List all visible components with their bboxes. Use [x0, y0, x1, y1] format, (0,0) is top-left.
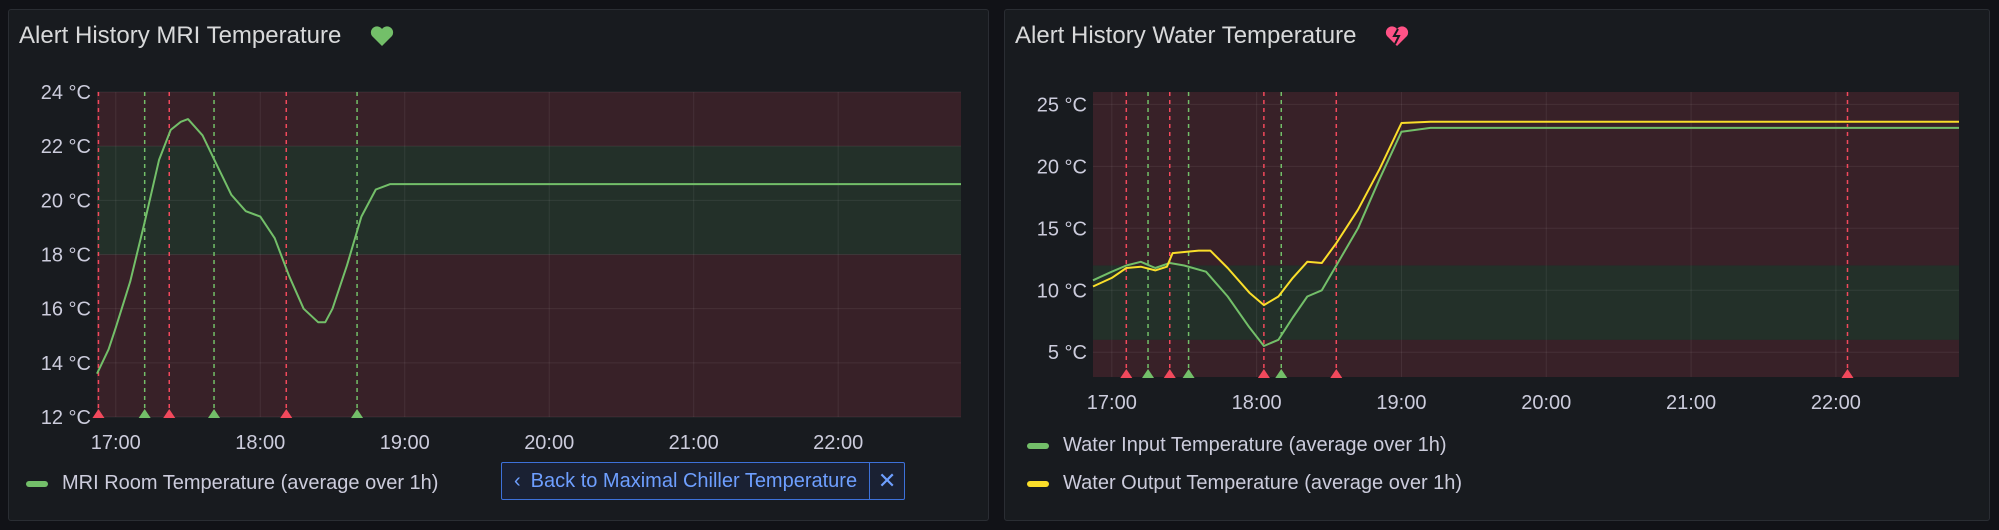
y-tick-label: 22 °C [41, 136, 91, 158]
x-tick-label: 22:00 [1811, 392, 1861, 414]
y-tick-label: 10 °C [1037, 280, 1087, 302]
alert-annotation-marker [1257, 369, 1270, 378]
panel-title[interactable]: Alert History MRI Temperature [19, 22, 395, 50]
legend-swatch [1027, 442, 1049, 449]
alert-annotation-marker [1142, 369, 1155, 378]
alert-annotation-marker [208, 409, 221, 418]
water-temperature-panel: Alert History Water Temperature 5 °C 10 °… [1004, 9, 1990, 521]
alert-annotation-marker [1275, 369, 1288, 378]
legend-swatch [26, 480, 48, 487]
y-tick-label: 18 °C [41, 245, 91, 267]
x-tick-label: 18:00 [235, 432, 285, 454]
alert-annotation-marker [351, 409, 364, 418]
x-tick-label: 19:00 [1376, 392, 1426, 414]
water-temperature-chart[interactable]: 5 °C 10 °C 15 °C 20 °C 25 °C 17:00 18:00 19:00 2… [1005, 10, 1991, 522]
panel-title-text: Alert History Water Temperature [1015, 22, 1357, 49]
x-tick-label: 17:00 [1087, 392, 1137, 414]
alert-annotation-marker [1841, 369, 1854, 378]
y-tick-label: 25 °C [1037, 94, 1087, 116]
close-icon[interactable]: ✕ [877, 468, 897, 493]
back-button-label: Back to Maximal Chiller Temperature [530, 469, 858, 492]
y-tick-label: 12 °C [41, 407, 91, 429]
alert-threshold-band [1093, 92, 1959, 266]
mri-temperature-panel: Alert History MRI Temperature 12 °C 14 °C… [8, 9, 989, 521]
series-line [1092, 126, 1959, 347]
y-tick-label: 16 °C [41, 299, 91, 321]
legend-item[interactable]: Water Output Temperature (average over 1… [1027, 472, 1462, 495]
legend-label: MRI Room Temperature (average over 1h) [62, 472, 439, 494]
back-navigation: ‹ Back to Maximal Chiller Temperature ✕ [501, 462, 906, 500]
series-line [96, 118, 961, 375]
alert-annotation-marker [1163, 369, 1176, 378]
legend-item[interactable]: MRI Room Temperature (average over 1h) [26, 472, 438, 495]
series-line [1092, 120, 1959, 307]
alert-annotation-marker [92, 409, 105, 418]
alert-annotation-marker [280, 409, 293, 418]
legend-label: Water Input Temperature (average over 1h… [1063, 434, 1447, 456]
mri-temperature-chart[interactable]: 12 °C 14 °C 16 °C 18 °C 20 °C 22 °C 24 °C 17:00… [9, 10, 990, 522]
x-tick-label: 20:00 [524, 432, 574, 454]
ok-threshold-band [97, 146, 961, 255]
alert-annotation-marker [1330, 369, 1343, 378]
x-tick-label: 17:00 [91, 432, 141, 454]
x-tick-label: 20:00 [1521, 392, 1571, 414]
x-tick-label: 21:00 [669, 432, 719, 454]
ok-threshold-band [1093, 265, 1959, 340]
y-tick-label: 24 °C [41, 82, 91, 104]
legend-label: Water Output Temperature (average over 1… [1063, 472, 1463, 494]
chevron-left-icon: ‹ [514, 469, 521, 492]
alert-annotation-marker [1182, 369, 1195, 378]
y-tick-label: 15 °C [1037, 218, 1087, 240]
alert-annotation-marker [138, 409, 151, 418]
alert-threshold-band [97, 254, 961, 417]
alert-annotation-marker [1120, 369, 1133, 378]
legend-item[interactable]: Water Input Temperature (average over 1h… [1027, 434, 1447, 457]
x-tick-label: 19:00 [380, 432, 430, 454]
x-tick-label: 21:00 [1666, 392, 1716, 414]
y-tick-label: 5 °C [1048, 342, 1087, 364]
alert-annotation-marker [163, 409, 176, 418]
y-tick-label: 14 °C [41, 353, 91, 375]
y-tick-label: 20 °C [41, 190, 91, 212]
panel-title[interactable]: Alert History Water Temperature [1015, 22, 1410, 50]
y-tick-label: 20 °C [1037, 156, 1087, 178]
x-tick-label: 22:00 [813, 432, 863, 454]
alert-threshold-band [97, 92, 961, 147]
alert-threshold-band [1093, 339, 1959, 377]
back-button[interactable]: ‹ Back to Maximal Chiller Temperature [502, 463, 871, 499]
panel-title-text: Alert History MRI Temperature [19, 22, 342, 49]
broken-heart-icon[interactable] [1384, 24, 1410, 48]
legend-swatch [1027, 480, 1049, 487]
x-tick-label: 18:00 [1232, 392, 1282, 414]
heart-icon[interactable] [369, 24, 395, 48]
